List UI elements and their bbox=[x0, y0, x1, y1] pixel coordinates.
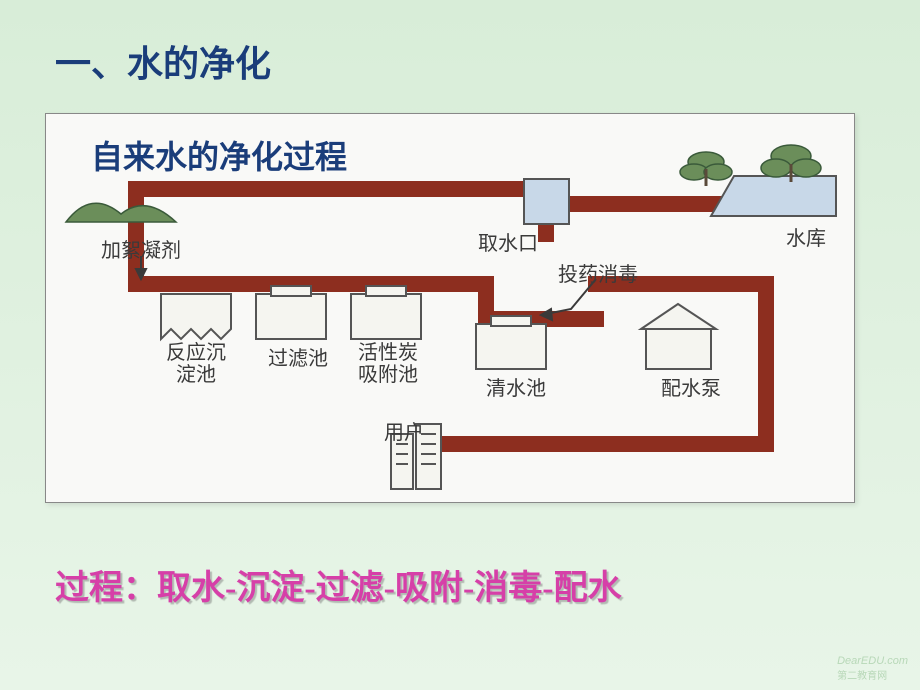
clearwell-icon bbox=[476, 316, 546, 369]
filter-icon bbox=[256, 286, 326, 339]
watermark-sub: 第二教育网 bbox=[837, 671, 887, 682]
watermark-brand: DearEDU.com bbox=[837, 655, 908, 667]
carbon-icon bbox=[351, 286, 421, 339]
flocculant-label: 加絮凝剂 bbox=[101, 234, 181, 263]
diagram-container: 自来水的净化过程 bbox=[45, 113, 855, 503]
process-summary: 过程：取水-沉淀-过滤-吸附-消毒-配水 bbox=[55, 560, 622, 609]
carbon-label: 活性炭吸附池 bbox=[358, 342, 418, 386]
sedimentation-icon bbox=[161, 294, 231, 339]
pump-icon bbox=[641, 304, 716, 369]
user-label: 用户 bbox=[384, 416, 424, 445]
intake-label: 取水口 bbox=[478, 227, 538, 256]
diagram-svg bbox=[46, 114, 856, 504]
filter-label: 过滤池 bbox=[268, 342, 328, 371]
disinfect-label: 投药消毒 bbox=[558, 258, 638, 287]
slide-title: 一、水的净化 bbox=[55, 35, 271, 87]
intake-icon bbox=[524, 179, 569, 224]
watermark: DearEDU.com 第二教育网 bbox=[837, 655, 908, 682]
pump-label: 配水泵 bbox=[661, 372, 721, 401]
reservoir-label: 水库 bbox=[786, 222, 826, 251]
clearwell-label: 清水池 bbox=[486, 372, 546, 401]
hills-icon bbox=[66, 203, 176, 222]
sedimentation-label: 反应沉淀池 bbox=[166, 342, 226, 386]
